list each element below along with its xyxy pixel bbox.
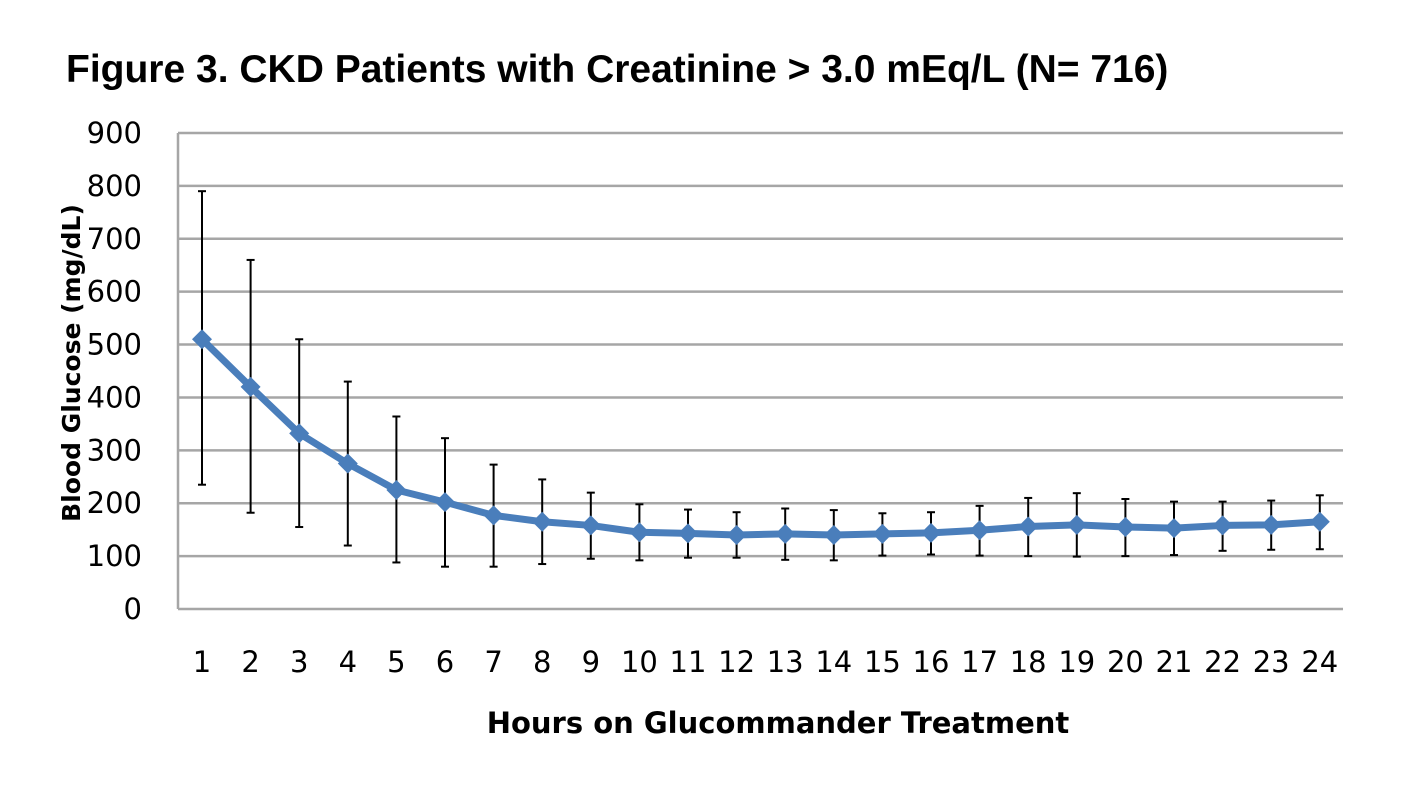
x-tick-label: 10 [621,645,658,679]
y-tick-label: 700 [87,222,142,256]
x-tick-label: 9 [582,645,600,679]
y-tick-label: 800 [87,169,142,203]
data-point [435,492,455,513]
data-point [483,505,504,526]
x-tick-label: 20 [1107,645,1144,679]
data-point [1164,518,1184,539]
x-tick-label: 13 [767,645,804,679]
x-tick-label: 7 [484,645,502,679]
data-point [386,480,407,500]
series-line-path [199,336,1321,539]
gridlines [176,131,1343,611]
x-tick-label: 1 [193,645,211,679]
data-point [775,523,796,544]
y-axis-ticks: 0 100 200 300 400 500 600 700 800 900 [87,116,142,626]
data-point [969,520,990,541]
data-point [532,511,553,532]
x-tick-label: 18 [1010,645,1047,679]
x-tick-label: 15 [864,645,901,679]
x-tick-label: 2 [241,645,259,679]
x-tick-label: 14 [815,645,852,679]
x-tick-label: 12 [718,645,755,679]
data-point [240,376,261,397]
x-tick-label: 5 [387,645,405,679]
y-tick-label: 0 [124,592,142,626]
data-point [872,523,893,544]
x-tick-label: 24 [1301,645,1338,679]
y-tick-label: 100 [87,539,142,573]
data-point [580,515,601,536]
x-axis-title: Hours on Glucommander Treatment [487,706,1070,740]
error-bars [198,190,1324,568]
x-axis-ticks: 1 2 3 4 5 6 7 8 9 10 11 12 13 14 15 16 17 18 19 20 21 22 23 24 [193,645,1338,679]
x-tick-label: 3 [290,645,308,679]
chart-title: Figure 3. CKD Patients with Creatinine >… [66,48,1169,91]
data-point [192,329,212,350]
y-tick-label: 600 [87,275,142,309]
x-tick-label: 11 [670,645,707,679]
data-markers [192,329,1330,545]
y-tick-label: 300 [87,433,142,467]
data-point [823,524,844,545]
x-tick-label: 22 [1204,645,1241,679]
data-point [1066,514,1087,535]
y-tick-label: 500 [87,328,142,362]
data-point [629,522,650,543]
y-tick-label: 900 [87,116,142,150]
data-point [1309,511,1330,532]
x-tick-label: 21 [1156,645,1193,679]
data-point [921,522,941,543]
data-point [1212,515,1233,536]
data-point [1261,514,1282,535]
data-point [726,524,747,545]
data-point [678,523,698,544]
x-tick-label: 16 [913,645,950,679]
x-tick-label: 17 [961,645,998,679]
x-tick-label: 23 [1253,645,1290,679]
x-tick-label: 6 [436,645,454,679]
data-point [289,423,310,444]
x-tick-label: 19 [1058,645,1095,679]
series-line [199,336,1321,539]
x-tick-label: 8 [533,645,551,679]
data-point [1018,516,1039,537]
y-tick-label: 200 [87,486,142,520]
x-tick-label: 4 [339,645,357,679]
y-tick-label: 400 [87,380,142,414]
y-axis-title: Blood Glucose (mg/dL) [57,204,86,522]
data-point [337,453,358,474]
data-point [1115,517,1136,538]
